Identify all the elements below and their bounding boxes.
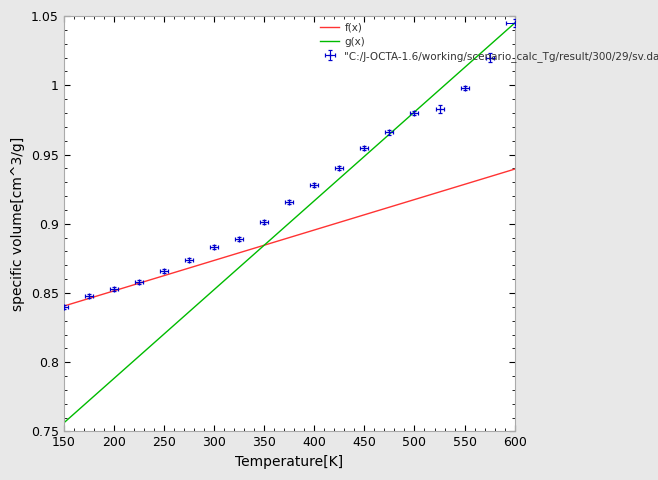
Y-axis label: specific volume[cm^3/g]: specific volume[cm^3/g] bbox=[11, 137, 25, 311]
Legend: f(x), g(x), "C:/J-OCTA-1.6/working/scenario_calc_Tg/result/300/29/sv.dat": f(x), g(x), "C:/J-OCTA-1.6/working/scena… bbox=[316, 18, 658, 66]
X-axis label: Temperature[K]: Temperature[K] bbox=[235, 455, 343, 469]
